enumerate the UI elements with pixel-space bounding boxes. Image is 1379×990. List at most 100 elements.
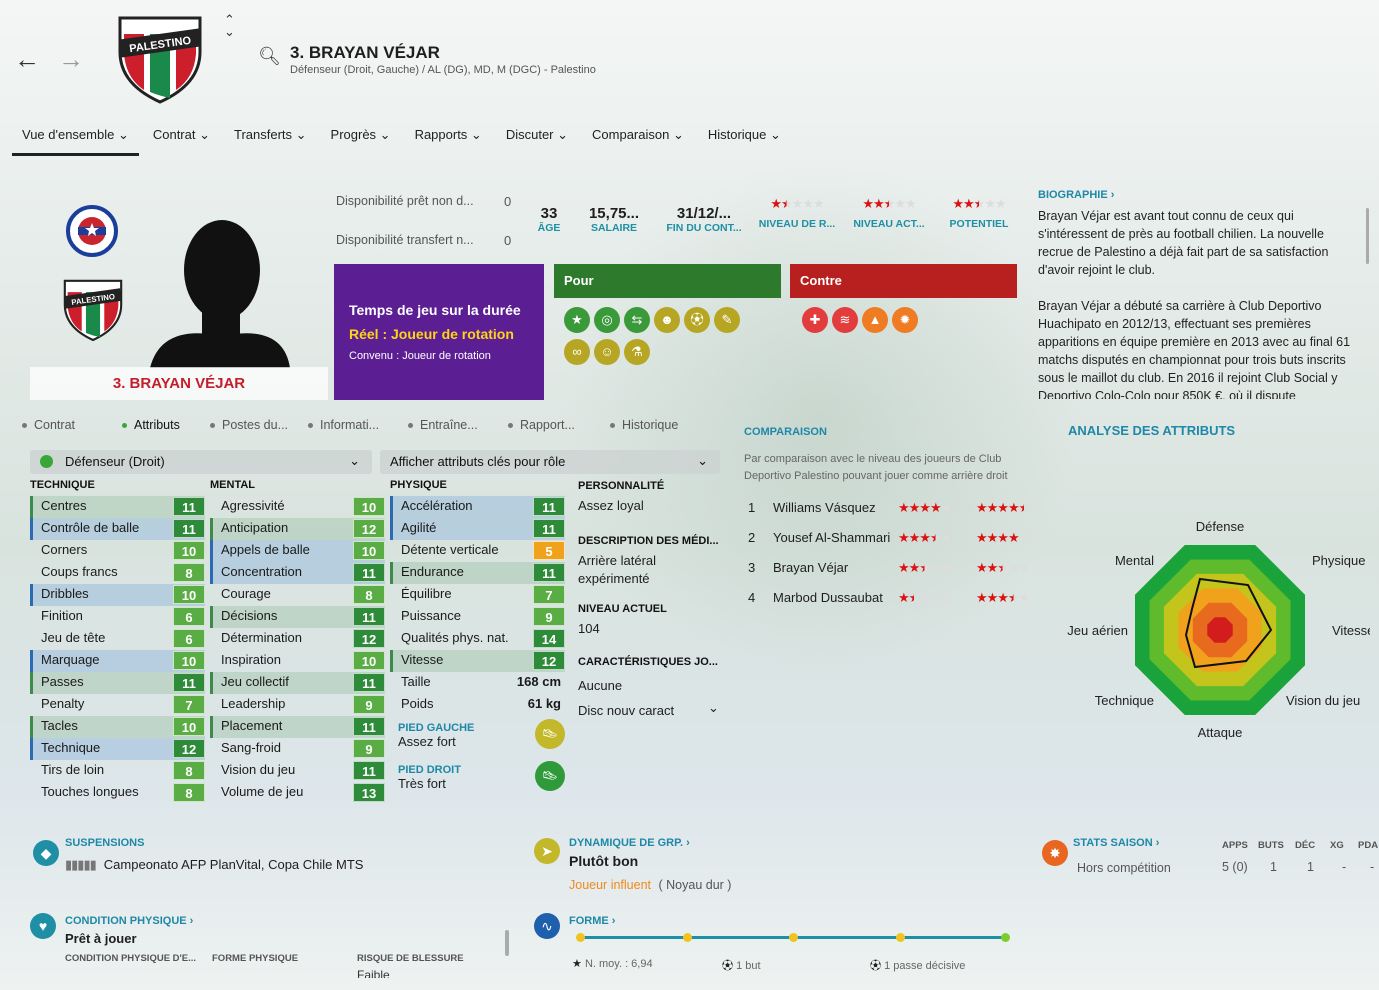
- target-icon[interactable]: ◎: [594, 307, 620, 333]
- attribute-row[interactable]: Anticipation 12: [210, 518, 385, 540]
- search-icon[interactable]: 🔍︎: [258, 46, 281, 66]
- form-point[interactable]: [896, 933, 905, 942]
- comparison-row[interactable]: 2 Yousef Al-Shammari ★★★★★ ★★★★★: [748, 530, 1030, 545]
- strength-icon[interactable]: ≋: [832, 307, 858, 333]
- attribute-row[interactable]: Finition 6: [30, 606, 205, 628]
- jump-icon[interactable]: ✚: [802, 307, 828, 333]
- attribute-row[interactable]: Décisions 11: [210, 606, 385, 628]
- subtab-contract[interactable]: Contrat: [22, 418, 122, 432]
- stars-current: ★★★★★: [898, 530, 952, 545]
- tab-comparison[interactable]: Comparaison ⌄: [592, 127, 684, 142]
- switch-player-icon[interactable]: ⌃ ⌄: [224, 12, 235, 39]
- attribute-row[interactable]: Sang-froid 9: [210, 738, 385, 760]
- attribute-row[interactable]: Appels de balle 10: [210, 540, 385, 562]
- comparison-row[interactable]: 1 Williams Vásquez ★★★★★ ★★★★★: [748, 500, 1030, 515]
- stat-salary[interactable]: 15,75... SALAIRE: [588, 205, 640, 234]
- attribute-row[interactable]: Concentration 11: [210, 562, 385, 584]
- tab-transfers[interactable]: Transferts ⌄: [233, 127, 307, 142]
- attribute-row[interactable]: Vitesse 12: [390, 650, 565, 672]
- balance-icon[interactable]: ✹: [892, 307, 918, 333]
- attribute-filter-dropdown[interactable]: Afficher attributs clés pour rôle ⌄: [380, 450, 720, 474]
- attribute-row[interactable]: Placement 11: [210, 716, 385, 738]
- subtab-info[interactable]: Informati...: [308, 418, 408, 432]
- tab-overview[interactable]: Vue d'ensemble ⌄: [12, 122, 139, 156]
- flask-icon[interactable]: ⚗: [624, 339, 650, 365]
- attribute-label: Finition: [41, 608, 83, 623]
- attribute-row[interactable]: Vision du jeu 11: [210, 760, 385, 782]
- traits-dropdown[interactable]: Disc nouv caract ⌄: [578, 700, 719, 718]
- role-dropdown[interactable]: Défenseur (Droit) ⌄: [30, 450, 372, 474]
- comparison-row[interactable]: 3 Brayan Véjar ★★★★★ ★★★★★: [748, 560, 1030, 575]
- tab-reports[interactable]: Rapports ⌄: [414, 127, 482, 142]
- attribute-row[interactable]: Jeu de tête 6: [30, 628, 205, 650]
- form-title[interactable]: FORME ›: [569, 915, 616, 927]
- attribute-row[interactable]: Endurance 11: [390, 562, 565, 584]
- attribute-row[interactable]: Penalty 7: [30, 694, 205, 716]
- attribute-row[interactable]: Inspiration 10: [210, 650, 385, 672]
- attribute-row[interactable]: Volume de jeu 13: [210, 782, 385, 804]
- attribute-row[interactable]: Corners 10: [30, 540, 205, 562]
- dynamics-title[interactable]: DYNAMIQUE DE GRP. ›: [569, 837, 690, 849]
- biography-title[interactable]: BIOGRAPHIE ›: [1038, 189, 1115, 201]
- attribute-row[interactable]: Passes 11: [30, 672, 205, 694]
- attribute-value: 6: [173, 607, 205, 626]
- attribute-row[interactable]: Puissance 9: [390, 606, 565, 628]
- tab-history[interactable]: Historique ⌄: [707, 127, 781, 142]
- form-point[interactable]: [683, 933, 692, 942]
- attribute-row[interactable]: Dribbles 10: [30, 584, 205, 606]
- tab-discuss[interactable]: Discuter ⌄: [505, 127, 569, 142]
- attribute-row[interactable]: Agilité 11: [390, 518, 565, 540]
- radar-title: ANALYSE DES ATTRIBUTS: [1068, 423, 1236, 438]
- attribute-row[interactable]: Contrôle de balle 11: [30, 518, 205, 540]
- form-point[interactable]: [576, 933, 585, 942]
- attribute-row[interactable]: Tacles 10: [30, 716, 205, 738]
- passes-icon[interactable]: ⇆: [624, 307, 650, 333]
- attribute-row[interactable]: Détermination 12: [210, 628, 385, 650]
- season-header: APPS: [1222, 840, 1248, 851]
- subtab-training[interactable]: Entraîne...: [408, 418, 508, 432]
- cone-icon[interactable]: ▲: [862, 307, 888, 333]
- star-icon[interactable]: ★: [564, 307, 590, 333]
- attribute-row[interactable]: Agressivité 10: [210, 496, 385, 518]
- dna-icon[interactable]: ∞: [564, 339, 590, 365]
- transfer-availability-value: 0: [504, 233, 512, 248]
- stat-contract-end[interactable]: 31/12/... FIN DU CONT...: [666, 205, 742, 234]
- head-icon[interactable]: ☻: [654, 307, 680, 333]
- playtime-panel[interactable]: Temps de jeu sur la durée Réel : Joueur …: [334, 264, 544, 400]
- subtab-report[interactable]: Rapport...: [508, 418, 610, 432]
- mental-column: MENTAL Agressivité 10 Anticipation 12 Appels…: [210, 479, 385, 804]
- attribute-row[interactable]: Équilibre 7: [390, 584, 565, 606]
- subtab-positions[interactable]: Postes du...: [210, 418, 308, 432]
- season-title[interactable]: STATS SAISON ›: [1073, 837, 1160, 849]
- comparison-row[interactable]: 4 Marbod Dussaubat ★★★★★ ★★★★★: [748, 590, 1030, 605]
- attribute-row[interactable]: Coups francs 8: [30, 562, 205, 584]
- subtab-history[interactable]: Historique: [610, 418, 710, 432]
- condition-title[interactable]: CONDITION PHYSIQUE ›: [65, 915, 194, 927]
- attribute-row[interactable]: Touches longues 8: [30, 782, 205, 804]
- subtab-attributes[interactable]: Attributs: [122, 418, 210, 432]
- attribute-row[interactable]: Accélération 11: [390, 496, 565, 518]
- attribute-row[interactable]: Technique 12: [30, 738, 205, 760]
- attribute-row[interactable]: Courage 8: [210, 584, 385, 606]
- bars-icon: ▮▮▮▮▮: [65, 857, 97, 872]
- attribute-row[interactable]: Centres 11: [30, 496, 205, 518]
- form-point[interactable]: [1001, 933, 1010, 942]
- attribute-row[interactable]: Leadership 9: [210, 694, 385, 716]
- temperament-icon[interactable]: ☺: [594, 339, 620, 365]
- form-point[interactable]: [789, 933, 798, 942]
- forward-arrow-icon[interactable]: →: [58, 44, 84, 74]
- condition-scrollbar[interactable]: [505, 930, 509, 956]
- tab-contract[interactable]: Contrat ⌄: [152, 127, 210, 142]
- back-arrow-icon[interactable]: ←: [14, 44, 40, 74]
- attribute-row[interactable]: Marquage 10: [30, 650, 205, 672]
- season-stats-icon: ✸: [1042, 840, 1068, 866]
- attribute-row[interactable]: Détente verticale 5: [390, 540, 565, 562]
- stars-current: ★★★★★: [898, 500, 952, 515]
- attribute-row[interactable]: Tirs de loin 8: [30, 760, 205, 782]
- tab-progress[interactable]: Progrès ⌄: [330, 127, 391, 142]
- attribute-row[interactable]: Qualités phys. nat. 14: [390, 628, 565, 650]
- ball-icon[interactable]: ⚽︎: [684, 307, 710, 333]
- biography-scrollbar[interactable]: [1366, 208, 1369, 264]
- boot-icon[interactable]: ✎: [714, 307, 740, 333]
- attribute-row[interactable]: Jeu collectif 11: [210, 672, 385, 694]
